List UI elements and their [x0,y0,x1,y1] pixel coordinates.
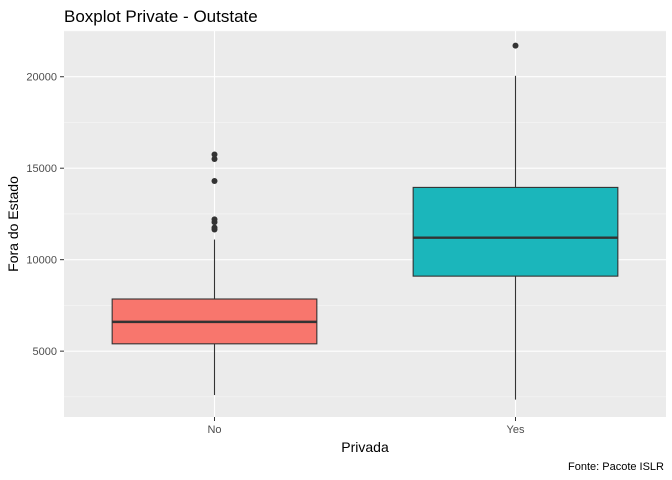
outlier-point [211,156,218,163]
box-group-yes [412,42,619,400]
outlier-point [211,151,218,158]
box-group-no [111,151,318,396]
y-tick-label: 15000 [26,163,57,175]
box-iqr [412,186,619,277]
outlier-point [211,178,218,185]
y-axis: 5000 10000 15000 20000 [26,72,64,358]
y-tick-label: 5000 [33,346,57,358]
y-tick-label: 10000 [26,255,57,267]
y-axis-title: Fora do Estado [5,176,21,272]
chart-caption: Fonte: Pacote ISLR [568,461,664,473]
outlier-point [211,224,218,231]
boxes [111,42,619,400]
outlier-point [211,216,218,223]
chart-title: Boxplot Private - Outstate [64,7,258,26]
outlier-point [512,42,519,49]
x-tick-label: No [207,424,221,436]
x-axis: No Yes [207,417,525,436]
x-axis-title: Privada [341,439,389,455]
y-tick-label: 20000 [26,72,57,84]
x-tick-label: Yes [507,424,525,436]
